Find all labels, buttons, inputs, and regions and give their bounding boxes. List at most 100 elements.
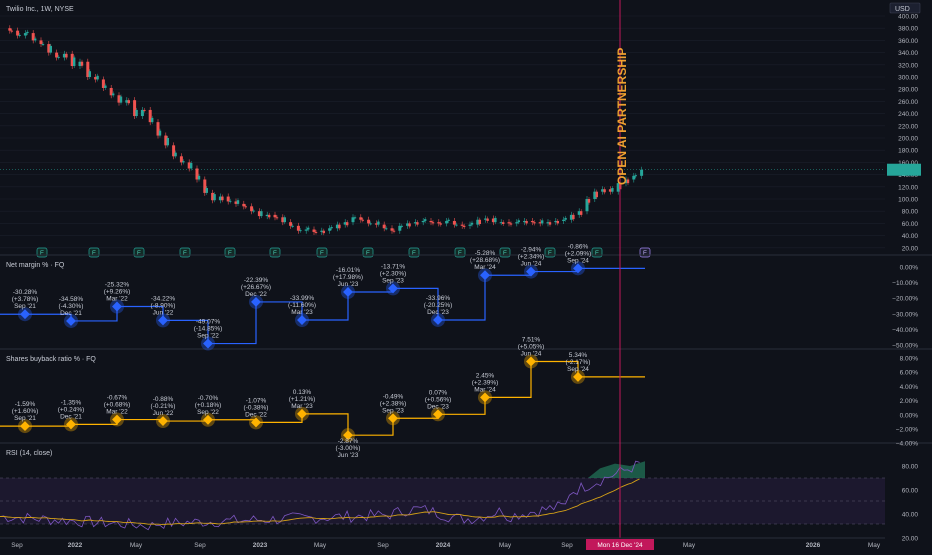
currency-box[interactable] <box>889 2 921 14</box>
candle-body <box>299 230 302 232</box>
buyback-quarter-label: Mar '23 <box>291 403 313 410</box>
candle-body <box>88 71 91 77</box>
net_margin-node <box>297 315 307 325</box>
net_margin-value-label: -49.07% <box>196 319 220 326</box>
candle-body <box>70 53 74 67</box>
net_margin-value-label: -5.28% <box>475 250 496 257</box>
candle-body <box>172 145 176 157</box>
net_margin-axis-label: 0.00% <box>900 265 919 272</box>
candle-body <box>242 203 246 207</box>
candle-body <box>424 219 427 221</box>
candle-body <box>218 196 222 201</box>
net_margin-change-label: (+2.09%) <box>565 250 592 257</box>
buyback-pane[interactable]: Shares buyback ratio % · FQ 8.00% 6.00% 4.… <box>0 336 918 459</box>
rsi-pane[interactable]: RSI (14, close) 80.00 60.00 40.00 20.00 <box>0 450 918 543</box>
buyback-quarter-label: Dec '22 <box>245 411 267 418</box>
price-axis[interactable]: 400.00 380.00 360.00 340.00 320.00 300.00 280.… <box>887 14 921 253</box>
candle-body <box>523 220 527 223</box>
candle-body <box>127 100 130 104</box>
buyback-value-label: -0.88% <box>153 396 174 403</box>
candle-body <box>195 168 199 180</box>
candle-body <box>211 192 215 201</box>
candle-body <box>151 117 154 123</box>
buyback-node <box>433 409 443 420</box>
candle-body <box>421 220 425 223</box>
net_margin-node <box>343 287 353 297</box>
candle-body <box>252 210 255 212</box>
candle-body <box>226 196 230 202</box>
candle-body <box>554 220 558 223</box>
candle-body <box>55 52 59 58</box>
net_margin-quarter-label: Sep '24 <box>567 257 589 264</box>
candle-body <box>304 229 308 231</box>
buyback-quarter-label: Jun '24 <box>521 350 542 357</box>
candle-body <box>507 222 511 224</box>
buyback-node <box>297 408 307 419</box>
price-tick-label: 240.00 <box>898 111 918 118</box>
net_margin-value-label: -2.94% <box>521 247 542 254</box>
candle-body <box>96 75 99 80</box>
net_margin-value-label: -13.71% <box>381 263 405 270</box>
buyback-value-label: 0.07% <box>429 389 448 396</box>
buyback-value-label: -0.70% <box>198 395 219 402</box>
buyback-change-label: (-0.38%) <box>244 404 269 411</box>
net_margin-quarter-label: Dec '23 <box>427 309 449 316</box>
candle-body <box>179 156 183 163</box>
buyback-value-label: -0.49% <box>383 393 404 400</box>
candle-body <box>525 220 528 224</box>
candle-body <box>133 100 137 117</box>
time-axis-label: Sep <box>377 542 389 549</box>
buyback-node <box>203 414 213 425</box>
net_margin-quarter-label: Mar '24 <box>474 264 496 271</box>
candle-body <box>65 53 68 58</box>
buyback-node <box>573 371 583 382</box>
candle-body <box>603 189 606 193</box>
candle-body <box>634 175 637 177</box>
buyback-axis-label: 0.00% <box>900 412 919 419</box>
candle-body <box>205 188 208 193</box>
buyback-change-label: (+1.60%) <box>12 408 39 415</box>
rsi-line <box>0 460 640 531</box>
candle-body <box>296 225 300 231</box>
candle-body <box>314 231 318 233</box>
buyback-axis: 8.00% 6.00% 4.00% 2.00% 0.00% −2.00% −4.00% <box>896 356 918 448</box>
candle-body <box>265 214 269 217</box>
candle-body <box>229 200 232 202</box>
time-cursor-label: Mon 16 Dec '24 <box>597 542 643 549</box>
candle-body <box>351 217 355 223</box>
time-axis-label: May <box>868 542 881 549</box>
time-axis-label: 2026 <box>806 542 821 549</box>
buyback-node <box>158 416 168 426</box>
candle-body <box>250 206 254 212</box>
earnings-marker-label: E <box>137 251 141 257</box>
buyback-axis-label: 2.00% <box>900 398 919 405</box>
time-axis[interactable]: Sep 2022 May Sep 2023 May Sep 2024 May Sep Mon 16 … <box>0 537 885 550</box>
earnings-marker-label: E <box>366 251 370 257</box>
candle-body <box>156 122 160 136</box>
candle-body <box>580 211 583 215</box>
net_margin-quarter-label: Dec '21 <box>60 310 82 317</box>
candle-body <box>328 228 332 231</box>
price-tick-label: 280.00 <box>898 87 918 94</box>
candle-body <box>564 217 567 220</box>
earnings-marker-label: E <box>412 251 416 257</box>
candle-body <box>408 223 411 227</box>
time-axis-label: 2022 <box>68 542 83 549</box>
candle-body <box>174 152 177 157</box>
candle-body <box>530 220 534 223</box>
candle-body <box>182 161 185 163</box>
net_margin-node <box>251 296 261 307</box>
net-margin-pane[interactable]: Net margin % · FQ 0.00% −10.00% −20.00% −30… <box>0 243 919 351</box>
buyback-change-label: (-0.21%) <box>151 403 176 410</box>
candle-body <box>439 223 442 225</box>
price-tick-label: 40.00 <box>902 233 919 240</box>
candle-body <box>283 217 286 223</box>
buyback-quarter-label: Jun '22 <box>153 410 174 417</box>
candle-body <box>57 56 60 58</box>
candle-body <box>140 109 144 117</box>
net_margin-quarter-label: Jun '22 <box>153 309 174 316</box>
net_margin-change-label: (-20.25%) <box>424 302 453 309</box>
